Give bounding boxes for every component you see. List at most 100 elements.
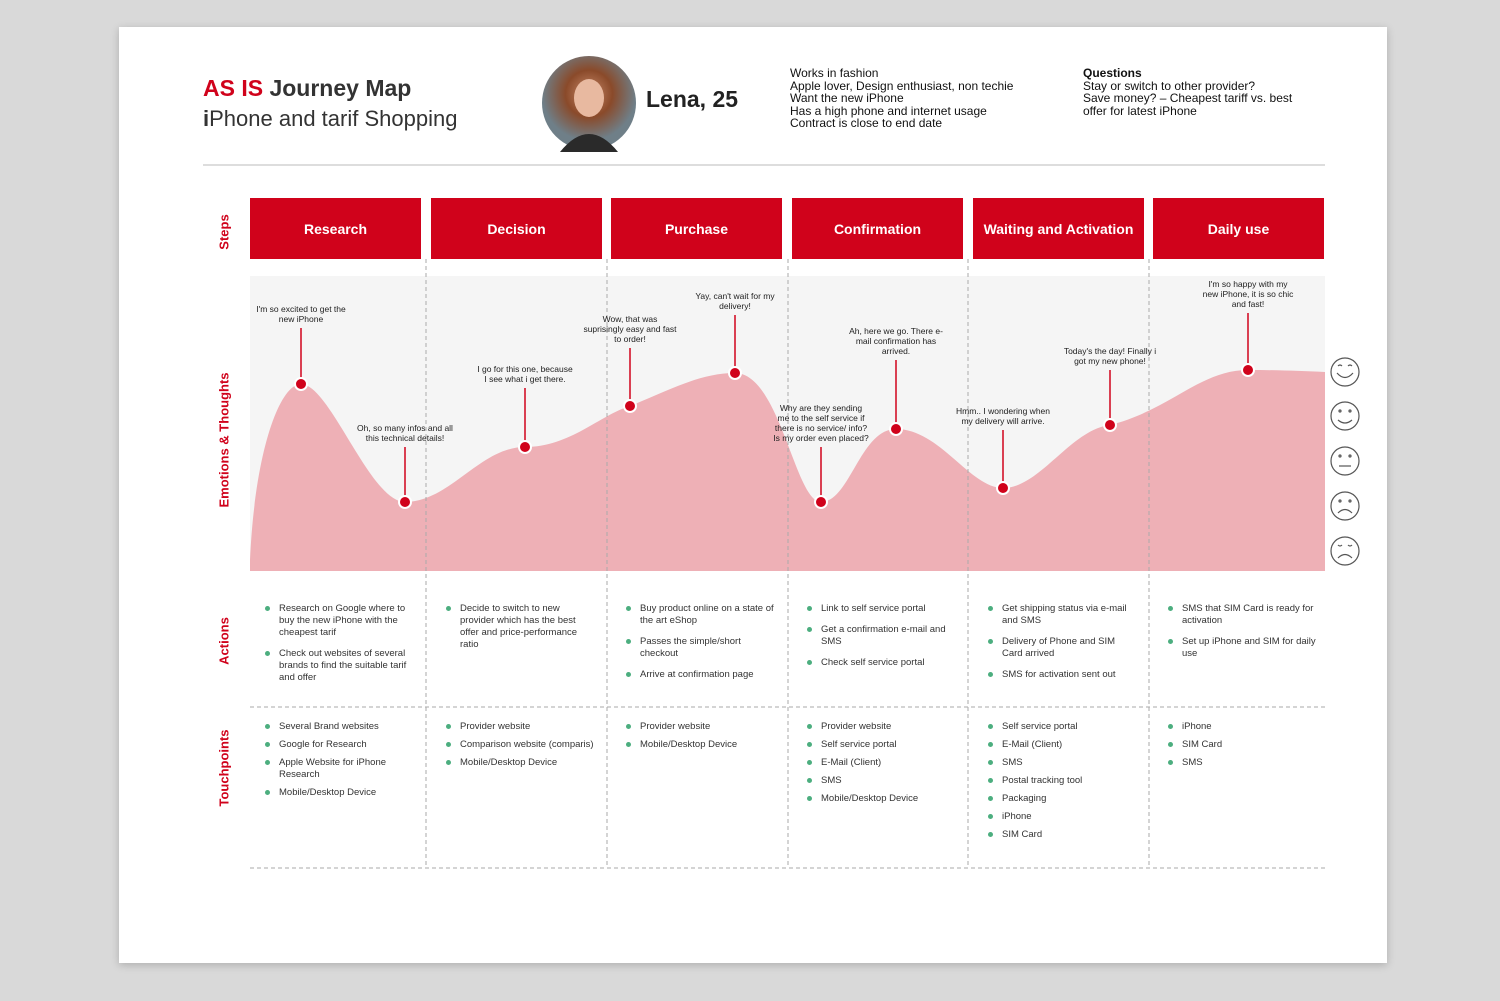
actions-list: SMS that SIM Card is ready for activatio… xyxy=(1168,603,1318,669)
touchpoints-list: Provider website Comparison website (comp… xyxy=(446,721,596,775)
questions: Questions Stay or switch to other provide… xyxy=(1083,67,1313,117)
list-item: Mobile/Desktop Device xyxy=(265,787,415,799)
list-item: Check self service portal xyxy=(807,657,957,669)
emotion-point xyxy=(996,481,1010,495)
list-item: Self service portal xyxy=(988,721,1138,733)
list-item: iPhone xyxy=(988,811,1138,823)
list-item: Google for Research xyxy=(265,739,415,751)
trait: Apple lover, Design enthusiast, non tech… xyxy=(790,78,1014,93)
touchpoints-list: Self service portal E-Mail (Client) SMS Pos… xyxy=(988,721,1138,847)
list-item: Mobile/Desktop Device xyxy=(446,757,596,769)
subtitle: iPhone and tarif Shopping xyxy=(203,106,457,132)
trait: Works in fashion xyxy=(790,66,879,80)
emotion-point xyxy=(814,495,828,509)
list-item: SMS that SIM Card is ready for activatio… xyxy=(1168,603,1318,627)
emotion-point xyxy=(1103,418,1117,432)
trait: Want the new iPhone xyxy=(790,91,904,105)
list-item: Postal tracking tool xyxy=(988,775,1138,787)
list-item: Provider website xyxy=(446,721,596,733)
actions-list: Get shipping status via e-mail and SMS De… xyxy=(988,603,1138,690)
list-item: SMS xyxy=(1168,757,1318,769)
title-text: Journey Map xyxy=(269,75,412,101)
list-item: Buy product online on a state of the art… xyxy=(626,603,776,627)
list-item: Get shipping status via e-mail and SMS xyxy=(988,603,1138,627)
thought: Why are they sending me to the self serv… xyxy=(773,403,869,443)
step: Purchase xyxy=(611,198,782,259)
thought: Yay, can't wait for my delivery! xyxy=(695,291,775,311)
emotion-point xyxy=(518,440,532,454)
subtitle-accent: i xyxy=(203,106,210,131)
list-item: Decide to switch to new provider which h… xyxy=(446,603,596,651)
list-item: Arrive at confirmation page xyxy=(626,669,776,681)
list-item: Mobile/Desktop Device xyxy=(807,793,957,805)
list-item: SMS for activation sent out xyxy=(988,669,1138,681)
list-item: Provider website xyxy=(626,721,776,733)
step: Research xyxy=(250,198,421,259)
thought: Wow, that was suprisingly easy and fast … xyxy=(583,314,677,344)
trait: Has a high phone and internet usage xyxy=(790,103,987,118)
step: Confirmation xyxy=(792,198,963,259)
thought: Hmm.. I wondering when my delivery will … xyxy=(955,406,1050,426)
list-item: Apple Website for iPhone Research xyxy=(265,757,415,781)
list-item: Provider website xyxy=(807,721,957,733)
list-item: Self service portal xyxy=(807,739,957,751)
list-item: Packaging xyxy=(988,793,1138,805)
emotion-point xyxy=(623,399,637,413)
list-item: Passes the simple/short checkout xyxy=(626,636,776,660)
list-item: Comparison website (comparis) xyxy=(446,739,596,751)
thought: Oh, so many infos and all this technical… xyxy=(357,423,453,443)
list-item: SIM Card xyxy=(1168,739,1318,751)
question: Save money? – Cheapest tariff vs. best o… xyxy=(1083,91,1293,118)
thought: Ah, here we go. There e-mail confirmatio… xyxy=(849,326,943,356)
title-accent: AS IS xyxy=(203,75,264,101)
list-item: E-Mail (Client) xyxy=(807,757,957,769)
question: Stay or switch to other provider? xyxy=(1083,78,1256,93)
list-item: Research on Google where to buy the new … xyxy=(265,603,415,639)
list-item: Several Brand websites xyxy=(265,721,415,733)
emotion-point xyxy=(398,495,412,509)
step: Daily use xyxy=(1153,198,1324,259)
step: Decision xyxy=(431,198,602,259)
touchpoints-list: iPhone SIM Card SMS xyxy=(1168,721,1318,775)
step: Waiting and Activation xyxy=(973,198,1144,259)
traits: Works in fashion Apple lover, Design enth… xyxy=(790,67,1013,130)
list-item: Get a confirmation e-mail and SMS xyxy=(807,624,957,648)
emotion-point xyxy=(728,366,742,380)
thought: I'm so excited to get the new iPhone xyxy=(256,304,346,324)
questions-heading: Questions xyxy=(1083,66,1142,80)
thought: I'm so happy with my new iPhone, it is s… xyxy=(1202,279,1294,309)
actions-list: Buy product online on a state of the art… xyxy=(626,603,776,690)
row-label: Emotions & Thoughts xyxy=(216,372,232,508)
touchpoints-list: Several Brand websites Google for Researc… xyxy=(265,721,415,805)
actions-list: Link to self service portal Get a confirm… xyxy=(807,603,957,678)
thought: I go for this one, because I see what i … xyxy=(477,364,573,384)
list-item: SMS xyxy=(807,775,957,787)
actions-list: Decide to switch to new provider which h… xyxy=(446,603,596,660)
title: AS IS Journey Map xyxy=(203,75,411,102)
subtitle-text: Phone and tarif Shopping xyxy=(209,106,458,131)
list-item: Mobile/Desktop Device xyxy=(626,739,776,751)
list-item: E-Mail (Client) xyxy=(988,739,1138,751)
trait: Contract is close to end date xyxy=(790,116,943,130)
row-label: Actions xyxy=(216,617,232,665)
list-item: Delivery of Phone and SIM Card arrived xyxy=(988,636,1138,660)
avatar xyxy=(542,56,636,152)
thought: Today's the day! Finally i got my new ph… xyxy=(1063,346,1157,366)
list-item: SMS xyxy=(988,757,1138,769)
row-label: Touchpoints xyxy=(216,729,232,807)
list-item: SIM Card xyxy=(988,829,1138,841)
persona-name: Lena, 25 xyxy=(646,86,739,112)
row-label: Steps xyxy=(216,214,232,250)
actions-list: Research on Google where to buy the new … xyxy=(265,603,415,693)
emotion-point xyxy=(1241,363,1255,377)
touchpoints-list: Provider website Self service portal E-Mai… xyxy=(807,721,957,811)
touchpoints-list: Provider website Mobile/Desktop Device xyxy=(626,721,776,757)
emotion-point xyxy=(294,377,308,391)
list-item: Check out websites of several brands to … xyxy=(265,648,415,684)
emotion-point xyxy=(889,422,903,436)
list-item: Link to self service portal xyxy=(807,603,957,615)
list-item: Set up iPhone and SIM for daily use xyxy=(1168,636,1318,660)
list-item: iPhone xyxy=(1168,721,1318,733)
